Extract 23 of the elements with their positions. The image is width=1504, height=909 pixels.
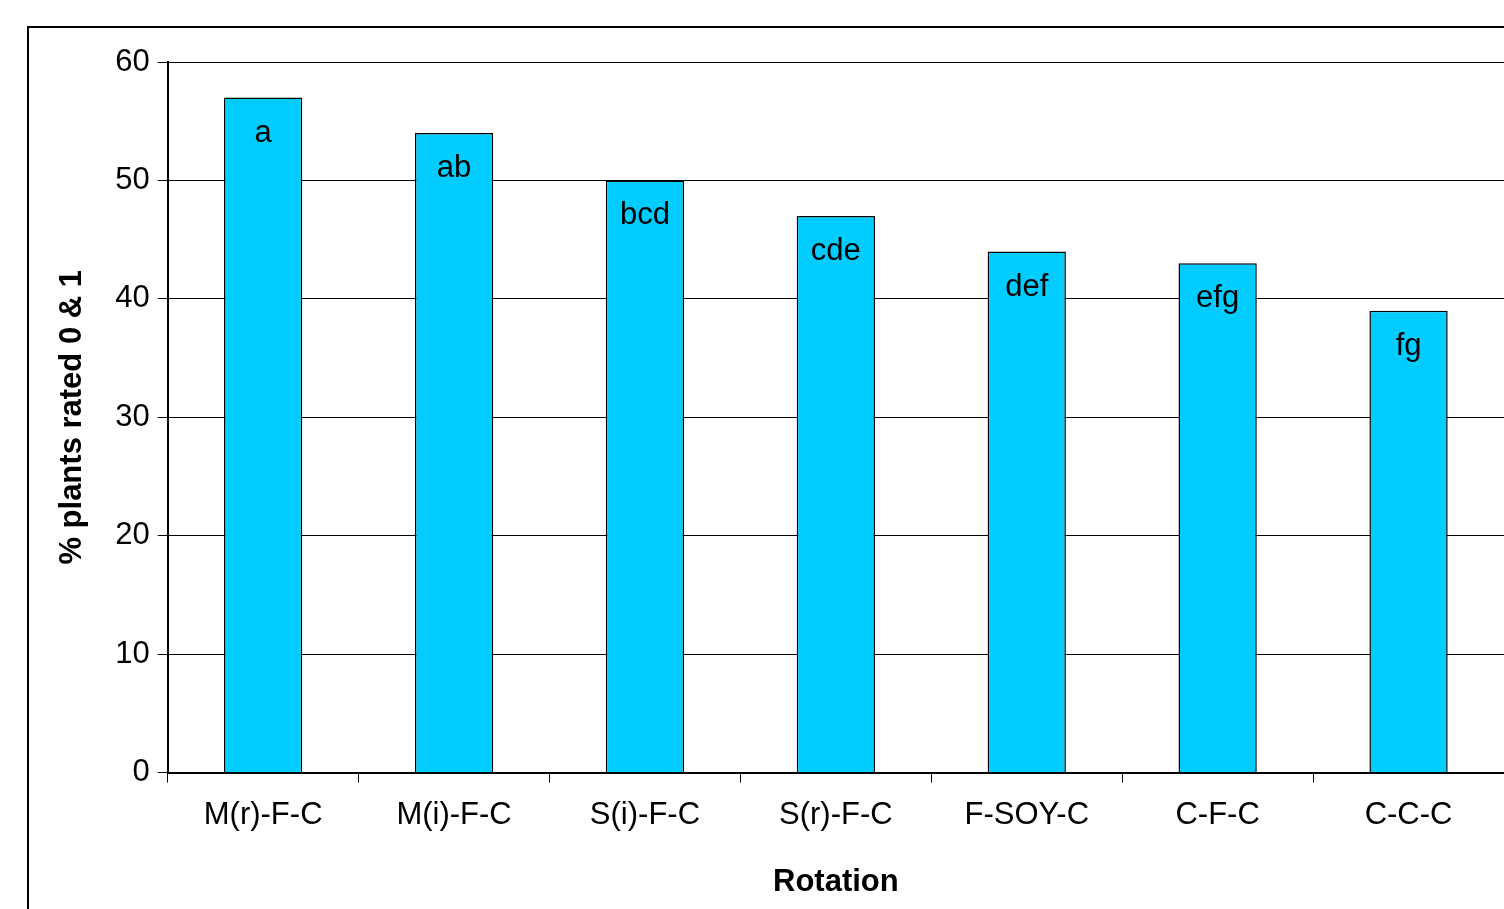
x-tick-label: M(i)-F-C [396, 795, 512, 831]
x-tick-label: F-SOY-C [964, 795, 1090, 831]
y-tick-label: 0 [132, 753, 150, 789]
x-axis-title: Rotation [772, 862, 899, 898]
y-tick-label: 60 [115, 42, 150, 78]
x-tick-label: C-C-C [1364, 795, 1453, 831]
y-tick-label: 10 [115, 634, 150, 670]
annotation: ab [436, 149, 472, 185]
y-axis-title: % plants rated 0 & 1 [53, 270, 89, 565]
y-tick-label: 30 [115, 397, 150, 433]
annotation: def [1005, 267, 1049, 303]
y-tick-label: 20 [115, 516, 150, 552]
annotation: a [254, 113, 273, 149]
annotation: efg [1196, 279, 1240, 315]
x-tick-label: M(r)-F-C [203, 795, 323, 831]
x-tick-label: C-F-C [1175, 795, 1260, 831]
x-tick-label: S(r)-F-C [779, 795, 893, 831]
annotation: bcd [619, 196, 670, 232]
annotation: cde [810, 232, 861, 268]
y-tick-label: 40 [115, 279, 150, 315]
x-tick-label: S(i)-F-C [589, 795, 701, 831]
annotation: fg [1395, 326, 1422, 362]
y-tick-label: 50 [115, 160, 150, 196]
